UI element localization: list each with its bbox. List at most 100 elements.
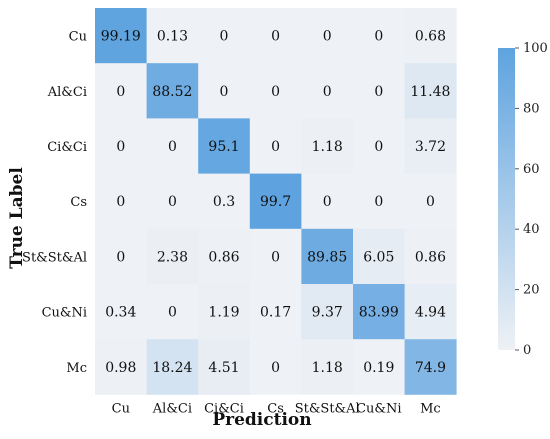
cell-value-label: 0.34 (105, 305, 136, 321)
y-axis-title: True Label (7, 167, 27, 269)
heatmap-cell (353, 284, 405, 340)
heatmap-cell (249, 228, 302, 285)
cell-value-label: 0 (168, 305, 177, 321)
heatmap-cell (249, 118, 302, 174)
colorbar-gradient (498, 48, 515, 350)
x-tick-label: Al&Ci (152, 401, 192, 416)
heatmap-cell (95, 284, 147, 340)
cell-value-label: 95.1 (208, 139, 239, 155)
cell-value-label: 4.94 (415, 305, 446, 321)
cell-value-label: 0 (220, 84, 229, 100)
cell-value-label: 0 (426, 194, 435, 210)
cell-value-label: 0 (323, 194, 332, 210)
heatmap-cell (301, 63, 354, 119)
heatmap-cell (146, 118, 199, 174)
x-tick-label: Cu&Ni (356, 401, 401, 416)
heatmap-cell (404, 63, 457, 119)
heatmap-cell (404, 284, 457, 340)
colorbar-ticks: 0 20 40 60 80 100 (515, 41, 548, 358)
heatmap-cell (249, 63, 302, 119)
heatmap-cell (301, 284, 354, 340)
cell-value-label: 0.17 (260, 305, 291, 321)
heatmap-cell (249, 284, 302, 340)
x-tick-label: St&St&Al (295, 401, 360, 416)
cell-value-label: 0 (271, 139, 280, 155)
cell-value-label: 99.19 (101, 29, 141, 45)
heatmap-cell (146, 284, 199, 340)
x-tick-label: Mc (420, 401, 441, 416)
cell-value-label: 0 (271, 84, 280, 100)
heatmap-cell (249, 339, 302, 395)
y-tick-label: Cu (69, 30, 87, 45)
cell-value-label: 0 (168, 139, 177, 155)
heatmap-cell (146, 228, 199, 285)
cell-value-label: 0 (271, 360, 280, 376)
colorbar-tick-label: 100 (523, 41, 548, 56)
heatmap-cell (198, 284, 251, 340)
heatmap-cell (353, 339, 405, 395)
heatmap-cell (198, 173, 251, 230)
heatmap-cell (301, 8, 354, 64)
cell-value-label: 0 (271, 249, 280, 265)
cell-value-label: 89.85 (307, 249, 347, 265)
x-axis-title: Prediction (212, 410, 311, 430)
heatmap-cell (404, 118, 457, 174)
cell-value-label: 0 (116, 249, 125, 265)
cell-value-label: 1.18 (312, 360, 343, 376)
cell-value-label: 0 (323, 29, 332, 45)
x-tick-label: Cu (112, 401, 130, 416)
cell-value-label: 0.68 (415, 29, 446, 45)
y-tick-label: Al&Ci (47, 85, 87, 100)
heatmap-cell (198, 118, 251, 174)
x-tick-label: Ci&Ci (204, 401, 244, 416)
heatmap-cell (353, 8, 405, 64)
heatmap-cell (146, 173, 199, 230)
cell-value-label: 9.37 (312, 305, 343, 321)
heatmap-cell (404, 339, 457, 395)
heatmap-cell (404, 228, 457, 285)
cell-value-label: 0 (323, 84, 332, 100)
heatmap-cells: 99.19 0.13 0 0 0 0 0.68 0 88.52 0 0 0 0 11.48 0 0 95.1 0 1… (95, 8, 457, 395)
cell-value-label: 0.13 (157, 29, 188, 45)
heatmap-cell (404, 173, 457, 230)
heatmap-cell (95, 339, 147, 395)
cell-value-label: 0 (374, 139, 383, 155)
cell-value-label: 0.98 (105, 360, 136, 376)
heatmap-cell (146, 63, 199, 119)
cell-value-label: 88.52 (152, 84, 192, 100)
heatmap-cell (404, 8, 457, 64)
cell-value-label: 0.19 (363, 360, 394, 376)
heatmap-cell (95, 63, 147, 119)
y-tick-labels: Cu Al&Ci Ci&Ci Cs St&St&Al Cu&Ni Mc (22, 30, 87, 376)
cell-value-label: 6.05 (363, 249, 394, 265)
heatmap-cell (95, 118, 147, 174)
cell-value-label: 2.38 (157, 249, 188, 265)
cell-value-label: 99.7 (260, 194, 291, 210)
y-tick-label: Cs (70, 195, 87, 210)
colorbar: 0 20 40 60 80 100 (498, 41, 548, 358)
heatmap-cell (249, 173, 302, 230)
cell-value-label: 0.86 (208, 249, 239, 265)
cell-value-label: 0 (220, 29, 229, 45)
cell-value-label: 0 (271, 29, 280, 45)
cell-value-label: 18.24 (152, 360, 192, 376)
heatmap-cell (198, 228, 251, 285)
cell-value-label: 74.9 (415, 360, 446, 376)
cell-value-label: 0 (374, 29, 383, 45)
heatmap-cell (249, 8, 302, 64)
colorbar-tick-label: 20 (523, 283, 540, 298)
heatmap-cell (353, 173, 405, 230)
y-tick-label: St&St&Al (22, 250, 87, 265)
cell-value-label: 11.48 (410, 84, 450, 100)
cell-value-label: 0 (168, 194, 177, 210)
y-tick-label: Ci&Ci (47, 140, 87, 155)
cell-value-label: 0 (116, 194, 125, 210)
cell-value-label: 3.72 (415, 139, 446, 155)
y-tick-label: Cu&Ni (42, 306, 87, 321)
cell-value-label: 1.19 (208, 305, 239, 321)
colorbar-tick-label: 60 (523, 162, 540, 177)
heatmap-cell (353, 63, 405, 119)
cell-value-label: 0 (116, 84, 125, 100)
